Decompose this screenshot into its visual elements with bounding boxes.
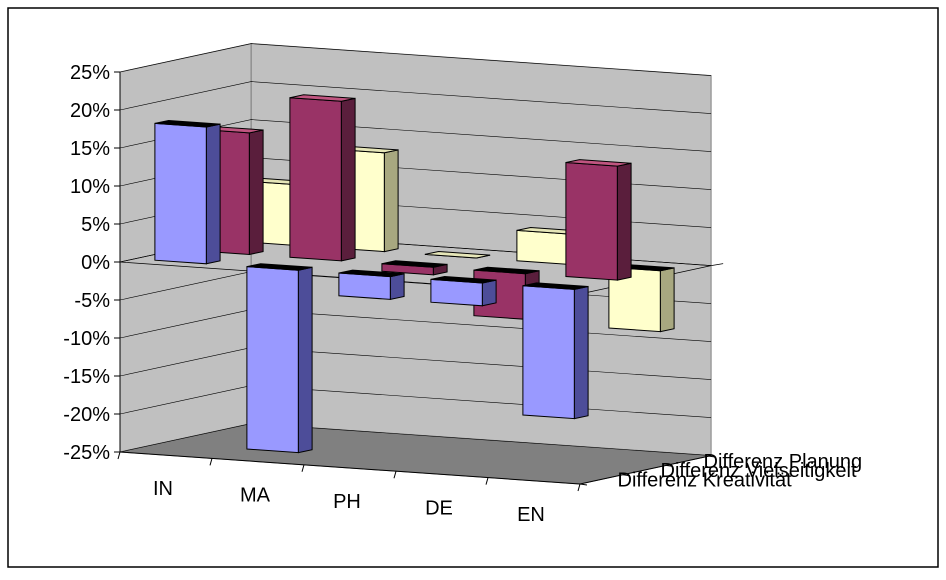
bar-front xyxy=(430,278,483,307)
bar-front xyxy=(246,266,299,454)
bar-front xyxy=(289,97,342,262)
depth-tick xyxy=(579,483,588,486)
y-tick-label: 15% xyxy=(70,138,110,160)
bar-side xyxy=(297,266,313,454)
bar-front xyxy=(516,229,569,265)
bar xyxy=(522,282,589,420)
bar xyxy=(565,159,632,281)
x-tick xyxy=(209,458,213,466)
bar-top xyxy=(381,260,448,268)
bar-front xyxy=(338,272,391,300)
category-label: PH xyxy=(333,491,361,513)
gridline xyxy=(119,43,712,76)
x-tick xyxy=(117,451,121,460)
bar-side xyxy=(389,273,405,301)
bar-top xyxy=(522,282,589,290)
y-tick-label: 25% xyxy=(70,62,110,84)
y-tick-label: -5% xyxy=(74,290,110,312)
bar-top xyxy=(289,94,356,102)
axes xyxy=(114,71,717,492)
series-label: Differenz Vielseitigkeit xyxy=(661,460,857,482)
depth-tick xyxy=(708,455,717,458)
bar xyxy=(289,94,356,262)
bar-top xyxy=(565,159,632,167)
bar-top xyxy=(246,263,313,271)
axis-labels: 25% 20% 15% 10% 5% 0% -5% -10% -15% -20% -25% IN MA P… xyxy=(63,62,862,526)
y-tick-label: -10% xyxy=(63,328,110,350)
zero-plane-tick xyxy=(711,263,724,266)
bar-side xyxy=(340,97,356,262)
bar-top xyxy=(473,266,540,275)
category-label: EN xyxy=(517,504,545,526)
bar-top xyxy=(424,250,491,259)
bar-top xyxy=(154,119,221,128)
bar xyxy=(381,260,448,276)
bar xyxy=(430,275,497,307)
y-tick-label: 5% xyxy=(81,214,110,236)
bar xyxy=(154,119,221,265)
bar-side xyxy=(481,279,497,307)
bar-front xyxy=(522,285,575,420)
y-tick-label: -15% xyxy=(63,366,110,388)
category-label: DE xyxy=(425,497,453,519)
x-tick xyxy=(393,471,397,479)
bar-side xyxy=(248,129,264,256)
bar-top xyxy=(430,275,497,284)
depth-tick xyxy=(665,464,674,467)
series-label: Differenz Planung xyxy=(704,451,863,473)
bar-front xyxy=(154,122,207,265)
bar xyxy=(608,263,675,333)
bar-side xyxy=(383,149,399,253)
series-label: Differenz Kreativität xyxy=(618,469,793,491)
bar-front xyxy=(565,161,618,281)
y-tick-label: -25% xyxy=(63,442,110,464)
depth-axis xyxy=(579,455,712,485)
x-tick xyxy=(485,477,489,485)
bar xyxy=(424,250,491,259)
category-label: IN xyxy=(153,478,173,500)
x-axis xyxy=(119,451,581,485)
bar xyxy=(338,269,405,301)
bar-side xyxy=(659,267,675,333)
y-tick-label: -20% xyxy=(63,404,110,426)
bar-side xyxy=(573,285,589,420)
bar-side xyxy=(616,162,632,281)
gridline xyxy=(119,81,712,114)
depth-tick xyxy=(622,474,631,477)
x-tick xyxy=(577,483,581,492)
bar xyxy=(246,263,313,454)
category-label: MA xyxy=(240,485,271,507)
y-tick-label: 0% xyxy=(81,252,110,274)
x-tick xyxy=(301,464,305,472)
bars xyxy=(154,94,675,454)
y-tick-label: 10% xyxy=(70,176,110,198)
bar-top xyxy=(338,269,405,278)
bar-side xyxy=(205,123,221,265)
y-tick-label: 20% xyxy=(70,100,110,122)
